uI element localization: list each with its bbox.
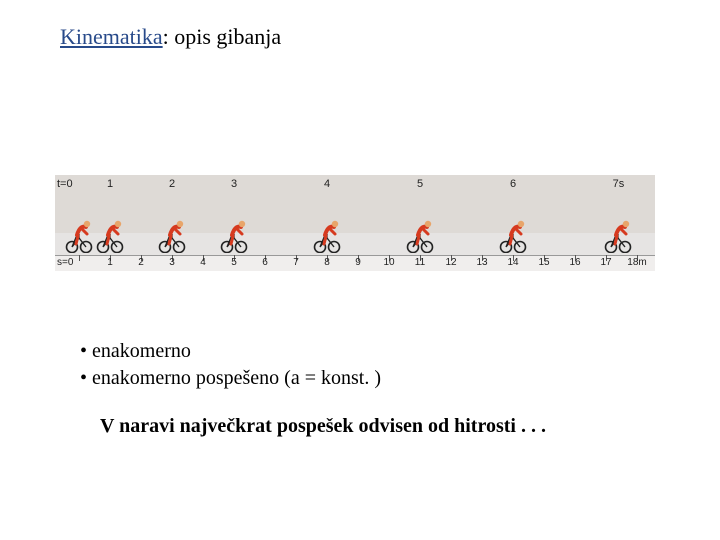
time-label: 2 xyxy=(169,178,175,190)
distance-label: 10 xyxy=(383,257,394,268)
distance-label: 11 xyxy=(415,257,425,268)
time-label: 7s xyxy=(613,178,625,190)
time-label: 1 xyxy=(107,178,113,190)
distance-label: s=0 xyxy=(57,257,73,268)
distance-label: 3 xyxy=(169,257,175,268)
bullet-1-text: enakomerno xyxy=(92,340,191,362)
distance-label: 9 xyxy=(355,257,361,268)
distance-label: 7 xyxy=(293,257,299,268)
distance-label: 4 xyxy=(200,257,206,268)
cyclist-icon xyxy=(64,207,94,253)
cyclist-icon xyxy=(603,207,633,253)
distance-label: 6 xyxy=(262,257,268,268)
distance-label: 8 xyxy=(324,257,330,268)
distance-label: 12 xyxy=(445,257,456,268)
cyclist-icon xyxy=(219,207,249,253)
bullet-1: • enakomerno xyxy=(80,338,381,365)
kinematics-figure: s=0123456789101112131415161718mt=0123456… xyxy=(55,175,655,270)
time-label: 6 xyxy=(510,178,516,190)
distance-label: 2 xyxy=(138,257,144,268)
bullet-list: • enakomerno • enakomerno pospešeno (a =… xyxy=(80,338,381,392)
time-label: t=0 xyxy=(57,178,73,190)
bullet-2: • enakomerno pospešeno (a = konst. ) xyxy=(80,365,381,392)
distance-label: 18m xyxy=(627,257,646,268)
cyclist-icon xyxy=(95,207,125,253)
title-keyword: Kinematika xyxy=(60,24,163,49)
cyclist-icon xyxy=(312,207,342,253)
distance-label: 5 xyxy=(231,257,237,268)
cyclist-icon xyxy=(498,207,528,253)
page-title: Kinematika: opis gibanja xyxy=(60,24,281,50)
distance-label: 1 xyxy=(107,257,113,268)
time-label: 4 xyxy=(324,178,330,190)
time-label: 5 xyxy=(417,178,423,190)
bullet-2-text: enakomerno pospešeno (a = konst. ) xyxy=(92,367,381,389)
distance-label: 16 xyxy=(569,257,580,268)
time-label: 3 xyxy=(231,178,237,190)
distance-label: 17 xyxy=(600,257,611,268)
distance-label: 14 xyxy=(507,257,518,268)
figure-road xyxy=(55,233,655,255)
title-rest: : opis gibanja xyxy=(163,24,282,49)
cyclist-icon xyxy=(157,207,187,253)
ruler-tick xyxy=(79,255,80,261)
cyclist-icon xyxy=(405,207,435,253)
distance-label: 13 xyxy=(476,257,487,268)
distance-label: 15 xyxy=(538,257,549,268)
figure-sky xyxy=(55,175,655,233)
note-text: V naravi največkrat pospešek odvisen od … xyxy=(100,415,546,438)
